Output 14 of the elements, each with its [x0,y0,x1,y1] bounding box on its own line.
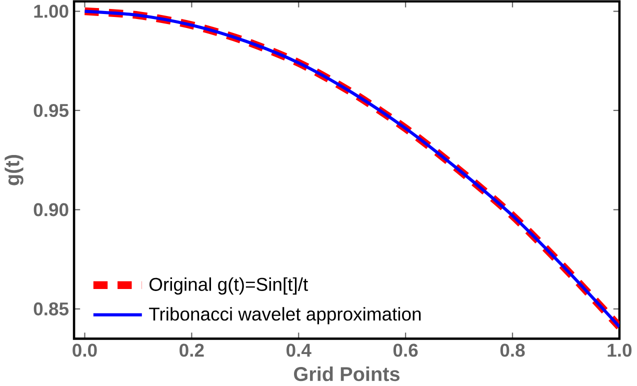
x-tick-label: 0.4 [286,344,312,357]
x-tick-label: 0.8 [500,344,525,357]
legend-label: Original g(t)=Sin[t]/t [149,277,308,295]
y-tick-label: 0.90 [34,203,68,216]
legend-label: Tribonacci wavelet approximation [149,307,421,324]
x-tick-label: 1.0 [608,344,632,357]
x-tick-label: 0.6 [393,344,418,357]
y-tick-label: 1.00 [34,4,68,18]
x-tick-label: 0.2 [180,344,204,357]
y-tick-label: 0.95 [34,104,69,118]
x-tick-label: 0.0 [72,344,97,357]
x-axis-title: Grid Points [294,366,400,382]
y-tick-label: 0.85 [34,302,69,316]
y-axis-title: g(t) [4,155,24,186]
